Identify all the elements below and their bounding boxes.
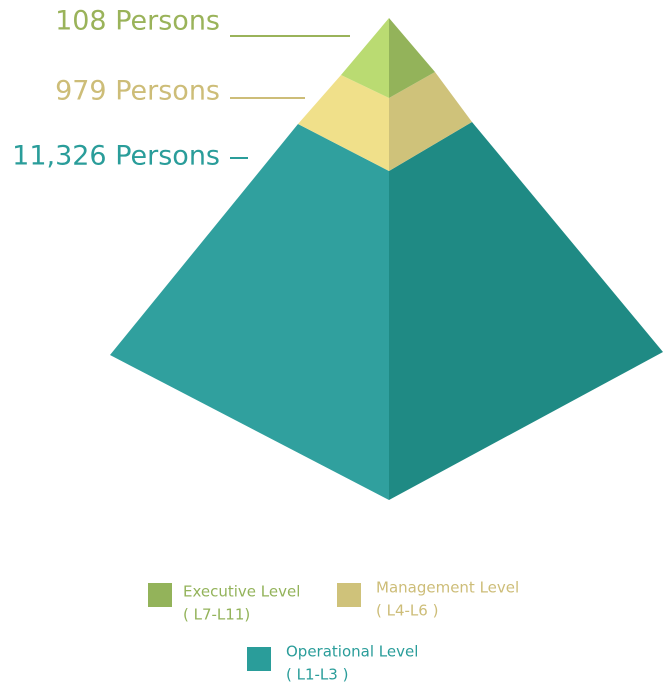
- executive-right-face: [389, 18, 435, 98]
- executive-count: 108 Persons: [55, 6, 220, 37]
- legend-executive-range: ( L7-L11): [183, 606, 250, 624]
- legend-executive-name: Executive Level: [183, 583, 300, 601]
- legend-management-range: ( L4-L6 ): [376, 602, 438, 620]
- legend-management-name: Management Level: [376, 579, 519, 597]
- legend-operational-range: ( L1-L3 ): [286, 666, 348, 684]
- legend-swatch-executive: [148, 583, 172, 607]
- legend-swatch-operational: [247, 647, 271, 671]
- executive-left-face: [341, 18, 389, 98]
- operational-count: 11,326 Persons: [12, 141, 220, 172]
- management-right-face: [389, 72, 472, 171]
- legend-swatch-management: [337, 583, 361, 607]
- operational-left-face: [110, 124, 389, 500]
- legend-operational-name: Operational Level: [286, 643, 418, 661]
- management-left-face: [298, 75, 389, 171]
- operational-right-face: [389, 122, 663, 500]
- management-count: 979 Persons: [55, 76, 220, 107]
